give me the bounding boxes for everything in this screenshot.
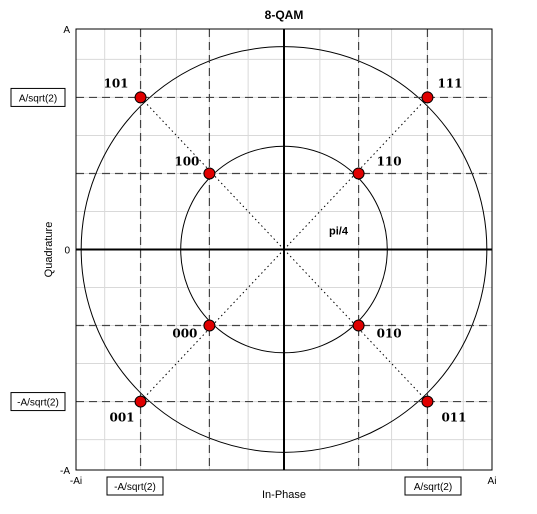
angle-annotation: pi/4 [329, 225, 349, 237]
x-tick-label: Ai [488, 476, 497, 487]
constellation-points [134, 91, 434, 408]
point-label: 101 [103, 76, 128, 90]
constellation-point [203, 167, 216, 180]
point-label: 001 [109, 411, 134, 425]
point-label: 100 [174, 154, 199, 168]
y-axis-label: Quadrature [43, 222, 55, 278]
point-label: 111 [437, 76, 462, 90]
constellation-point [203, 319, 216, 332]
y-tick-label: 0 [64, 246, 70, 257]
constellation-point [421, 395, 434, 408]
chart-title: 8-QAM [265, 8, 304, 22]
boxed-label-text: -A/sqrt(2) [17, 398, 59, 409]
x-axis-label: In-Phase [262, 489, 306, 501]
boxed-label-x-left: -A/sqrt(2) [106, 476, 164, 496]
point-labels: 101 111 100 110 000 010 001 011 [103, 76, 466, 424]
boxed-label-x-right: A/sqrt(2) [404, 476, 462, 496]
y-tick-label: -A [60, 466, 70, 477]
constellation-point [134, 91, 147, 104]
boxed-label-text: A/sqrt(2) [19, 93, 57, 104]
y-tick-label: A [63, 25, 70, 36]
point-label: 010 [377, 327, 402, 341]
boxed-label-y-bottom: -A/sqrt(2) [10, 392, 66, 412]
boxed-label-y-top: A/sqrt(2) [10, 87, 66, 107]
boxed-label-text: -A/sqrt(2) [114, 482, 156, 493]
tick-labels: A 0 -A-Ai Ai [60, 25, 496, 487]
constellation-point [421, 91, 434, 104]
point-label: 000 [172, 327, 197, 341]
x-tick-label: -Ai [70, 476, 82, 487]
constellation-point [352, 167, 365, 180]
boxed-label-text: A/sqrt(2) [414, 482, 452, 493]
constellation-point [352, 319, 365, 332]
plot-frame [75, 28, 493, 471]
point-label: 110 [377, 154, 402, 168]
constellation-point [134, 395, 147, 408]
zero-axes [76, 29, 492, 470]
point-label: 011 [441, 411, 466, 425]
